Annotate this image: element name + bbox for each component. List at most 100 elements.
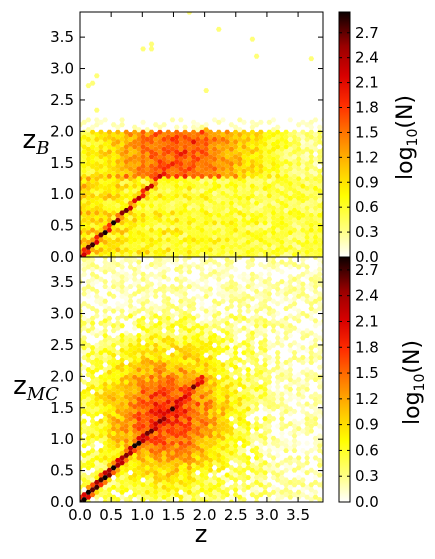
hexbin-cell: [144, 372, 151, 378]
hexbin-cell: [161, 445, 167, 451]
hexbin-cell: [178, 230, 184, 235]
hexbin-cell: [237, 445, 243, 451]
hexbin-cell: [131, 173, 138, 179]
hexbin-cell: [152, 210, 159, 216]
hexbin-cell: [216, 222, 222, 228]
hexbin-cell: [262, 489, 268, 495]
hexbin-cell: [152, 230, 159, 235]
hexbin-cell: [157, 389, 163, 395]
hexbin-cell: [127, 141, 134, 147]
hexbin-cell: [80, 122, 83, 128]
hexbin-cell: [161, 455, 167, 461]
hexbin-cell: [178, 342, 184, 348]
hexbin-cell: [199, 364, 205, 370]
hexbin-cell: [140, 355, 146, 360]
hexbin-cell: [211, 274, 218, 280]
hexbin-cell: [131, 242, 138, 248]
hexbin-cell: [136, 342, 142, 348]
hexbin-cell: [245, 465, 251, 471]
hexbin-cell: [131, 159, 138, 164]
hexbin-cell: [148, 433, 155, 439]
hexbin-cell: [241, 154, 247, 160]
hexbin-cell: [207, 139, 214, 145]
hexbin-cell: [262, 357, 268, 363]
hexbin-cell: [304, 249, 310, 255]
hexbin-cell: [173, 149, 180, 155]
hexbin-cell: [203, 440, 209, 446]
hexbin-cell: [102, 411, 108, 417]
hexbin-cell: [312, 342, 319, 348]
hexbin-cell: [102, 264, 108, 270]
hexbin-cell: [274, 144, 281, 150]
hexbin-cell: [308, 394, 315, 400]
hexbin-cell: [152, 426, 159, 431]
hexbin-cell: [94, 342, 100, 348]
hexbin-cell: [148, 311, 155, 316]
hexbin-cell: [249, 247, 256, 253]
hexbin-cell: [237, 205, 243, 211]
hexbin-cell: [283, 286, 289, 292]
hexbin-cell: [173, 409, 180, 414]
hexbin-cell: [295, 181, 302, 186]
hexbin-cell: [304, 401, 310, 407]
hexbin-cell: [211, 382, 218, 387]
hexbin-cell: [287, 210, 294, 216]
hexbin-cell: [237, 372, 243, 378]
hexbin-cell: [148, 423, 155, 429]
hexbin-cell: [237, 450, 243, 456]
hexbin-cell: [270, 171, 277, 177]
hexbin-cell: [131, 212, 138, 218]
hexbin-cell: [224, 281, 230, 287]
hexbin-cell: [291, 394, 298, 400]
hexbin-cell: [262, 435, 268, 441]
hexbin-cell: [300, 257, 306, 263]
hexbin-cell: [287, 117, 294, 123]
hexbin-cell: [228, 465, 235, 471]
hexbin-cell: [224, 379, 230, 385]
hexbin-cell: [140, 492, 146, 498]
hexbin-cell: [161, 431, 167, 436]
hexbin-cell: [127, 249, 134, 255]
hexbin-cell: [249, 389, 256, 395]
x-tick-label: 1.0: [130, 506, 154, 524]
hexbin-cell: [98, 457, 104, 463]
hexbin-cell: [312, 489, 319, 495]
hexbin-cell: [136, 494, 142, 500]
hexbin-cell: [199, 193, 205, 199]
hexbin-cell: [241, 340, 247, 346]
hexbin-cell: [165, 428, 172, 434]
hexbin-cell: [258, 423, 264, 429]
hexbin-cell: [144, 141, 151, 147]
hexbin-cell: [119, 494, 125, 500]
hexbin-cell: [127, 367, 134, 373]
hexbin-cell: [186, 264, 193, 270]
hexbin-cell: [245, 181, 251, 186]
hexbin-cell: [85, 230, 92, 235]
hexbin-cell: [266, 404, 273, 409]
hexbin-cell: [182, 379, 188, 385]
hexbin-cell: [186, 445, 193, 451]
hexbin-cell: [304, 386, 310, 392]
hexbin-cell: [80, 328, 83, 334]
hexbin-cell: [173, 428, 180, 434]
hexbin-cell: [241, 492, 247, 498]
hexbin-cell: [270, 342, 277, 348]
hexbin-cell: [262, 239, 268, 245]
hexbin-cell: [308, 242, 315, 248]
hexbin-cell: [144, 328, 151, 334]
hexbin-cell: [106, 345, 113, 351]
hexbin-cell: [94, 161, 100, 167]
hexbin-cell: [241, 173, 247, 179]
hexbin-cell: [228, 293, 235, 299]
hexbin-cell: [211, 494, 218, 500]
hexbin-cell: [203, 396, 209, 402]
hexbin-cell: [266, 428, 273, 434]
hexbin-cell: [115, 252, 121, 257]
hexbin-cell: [253, 377, 260, 382]
hexbin-cell: [287, 480, 294, 485]
hexbin-cell: [98, 472, 104, 478]
hexbin-cell: [312, 421, 319, 427]
hexbin-cell: [279, 445, 285, 451]
hexbin-cell: [190, 443, 197, 449]
hexbin-cell: [283, 443, 289, 449]
